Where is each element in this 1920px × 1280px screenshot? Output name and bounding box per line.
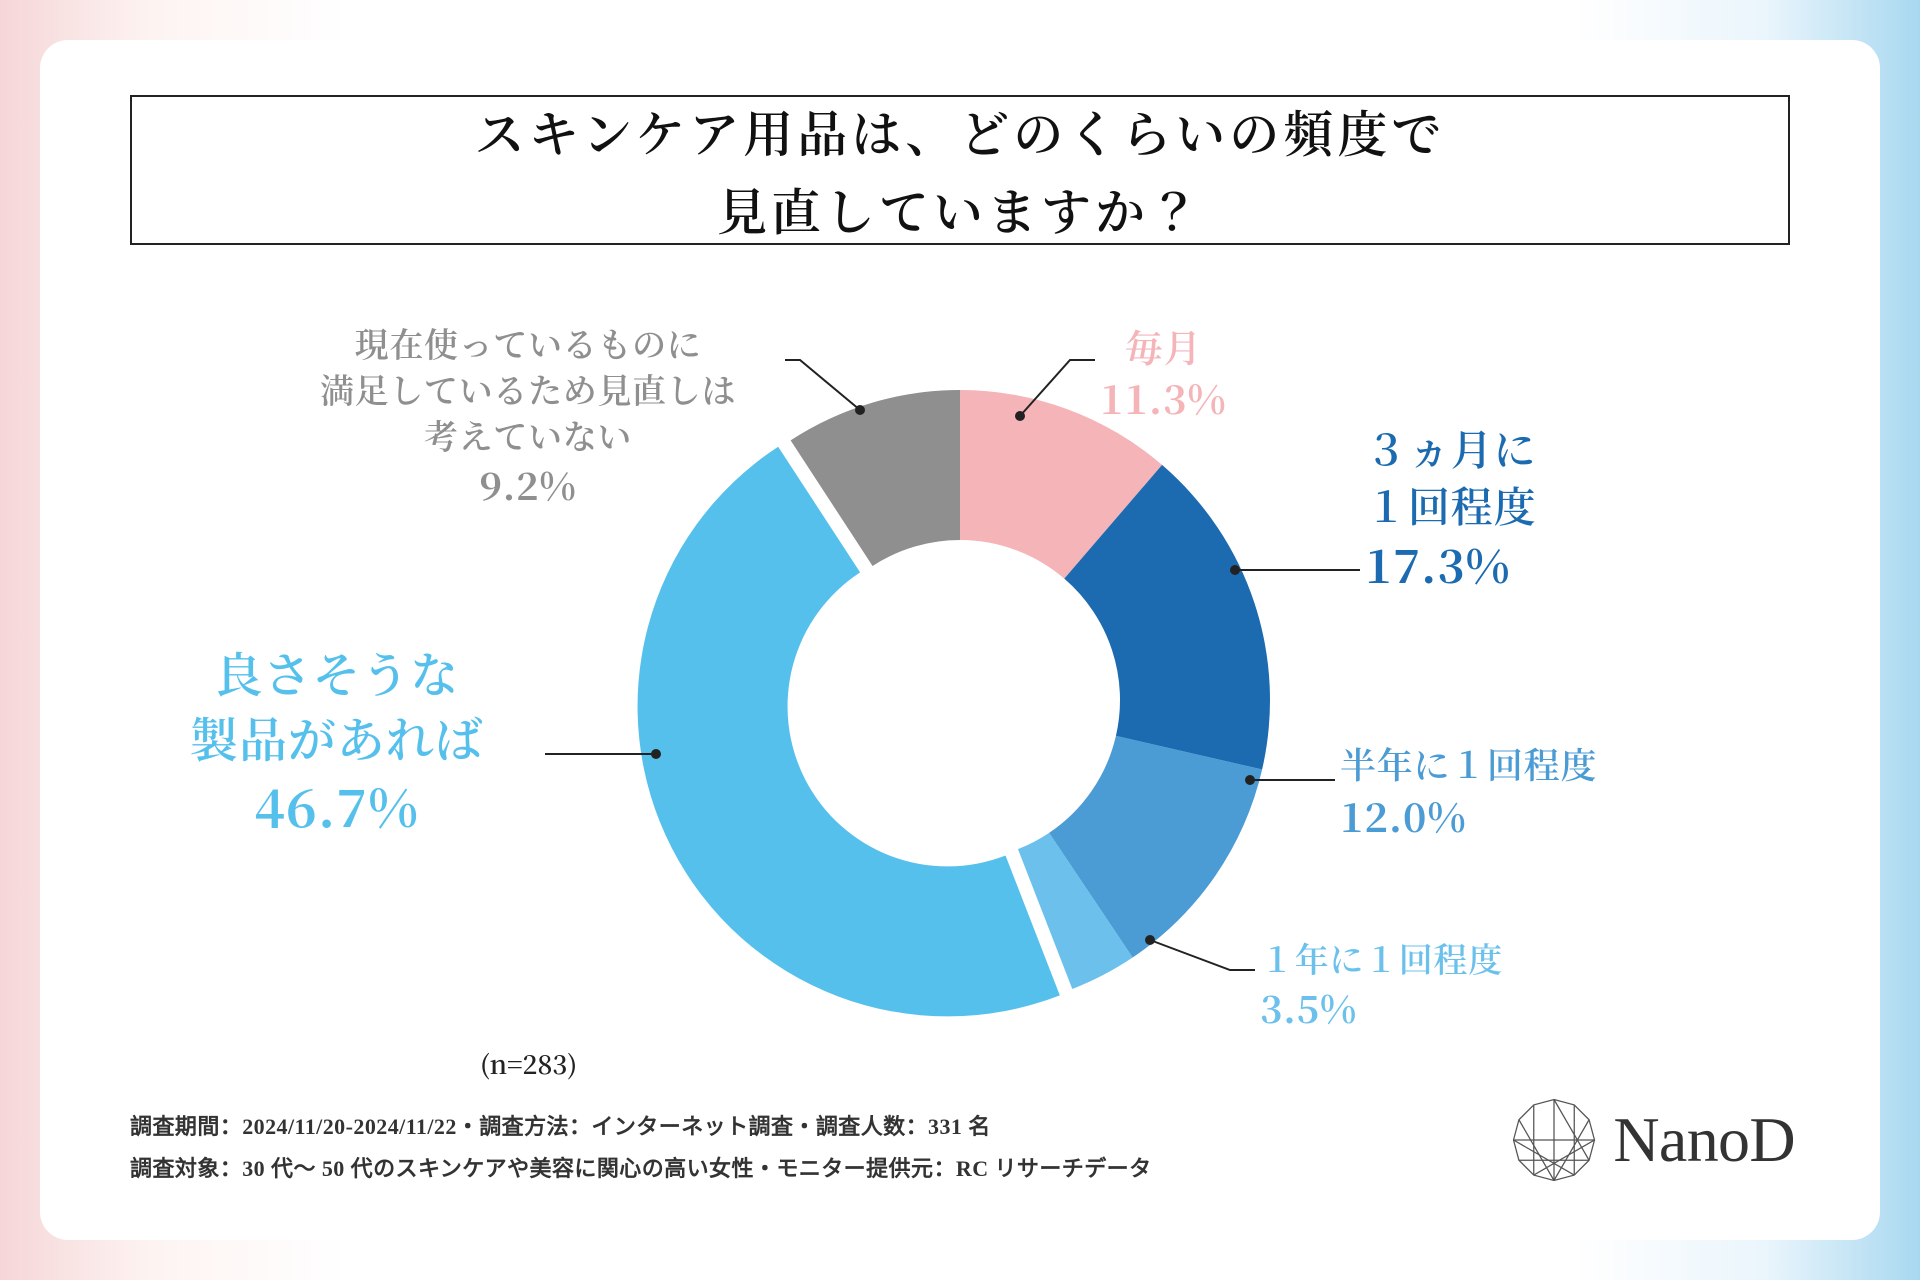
label-pct-half: 12.0% [1340,789,1467,843]
logo-icon [1509,1095,1599,1185]
label-pct-yearly: 3.5% [1260,981,1357,1032]
label-text-half: 半年に１回程度 [1340,740,1597,789]
chart-area: 毎月11.3% ３ヵ月に１回程度17.3% 半年に１回程度12.0% １年に１回程度3… [40,40,1880,1240]
footer-line-2: 調査対象：30 代〜 50 代のスキンケアや美容に関心の高い女性・モニター提供元… [130,1148,1152,1190]
label-monthly: 毎月11.3% [1100,320,1227,425]
label-if_good: 良さそうな製品があれば46.7% [190,640,484,840]
label-text-quarterly: １回程度 [1365,477,1536,534]
footer-line-1: 調査期間：2024/11/20-2024/11/22・調査方法：インターネット調… [130,1106,1152,1148]
label-text-satisfied: 満足しているため見直しは [320,366,736,412]
label-text-yearly: １年に１回程度 [1260,935,1503,981]
label-text-satisfied: 考えていない [424,412,632,458]
label-text-monthly: 毎月 [1125,320,1203,371]
logo-text: NanoD [1613,1103,1795,1177]
label-quarterly: ３ヵ月に１回程度17.3% [1365,420,1536,595]
label-text-quarterly: ３ヵ月に [1365,420,1536,477]
brand-logo: NanoD [1509,1095,1795,1185]
sample-size-note: (n=283) [480,1045,577,1082]
survey-footer: 調査期間：2024/11/20-2024/11/22・調査方法：インターネット調… [130,1106,1152,1190]
label-half: 半年に１回程度12.0% [1340,740,1597,843]
label-text-if_good: 良さそうな [214,640,459,705]
label-yearly: １年に１回程度3.5% [1260,935,1503,1032]
label-pct-if_good: 46.7% [255,770,420,840]
label-pct-quarterly: 17.3% [1365,533,1511,595]
label-satisfied: 現在使っているものに満足しているため見直しは考えていない9.2% [320,320,736,509]
label-text-satisfied: 現在使っているものに [355,320,702,366]
label-text-if_good: 製品があれば [190,705,484,770]
label-pct-satisfied: 9.2% [479,458,576,509]
card: スキンケア用品は、どのくらいの頻度で 見直していますか？ 毎月11.3%３ヵ月に… [40,40,1880,1240]
label-pct-monthly: 11.3% [1100,371,1227,425]
